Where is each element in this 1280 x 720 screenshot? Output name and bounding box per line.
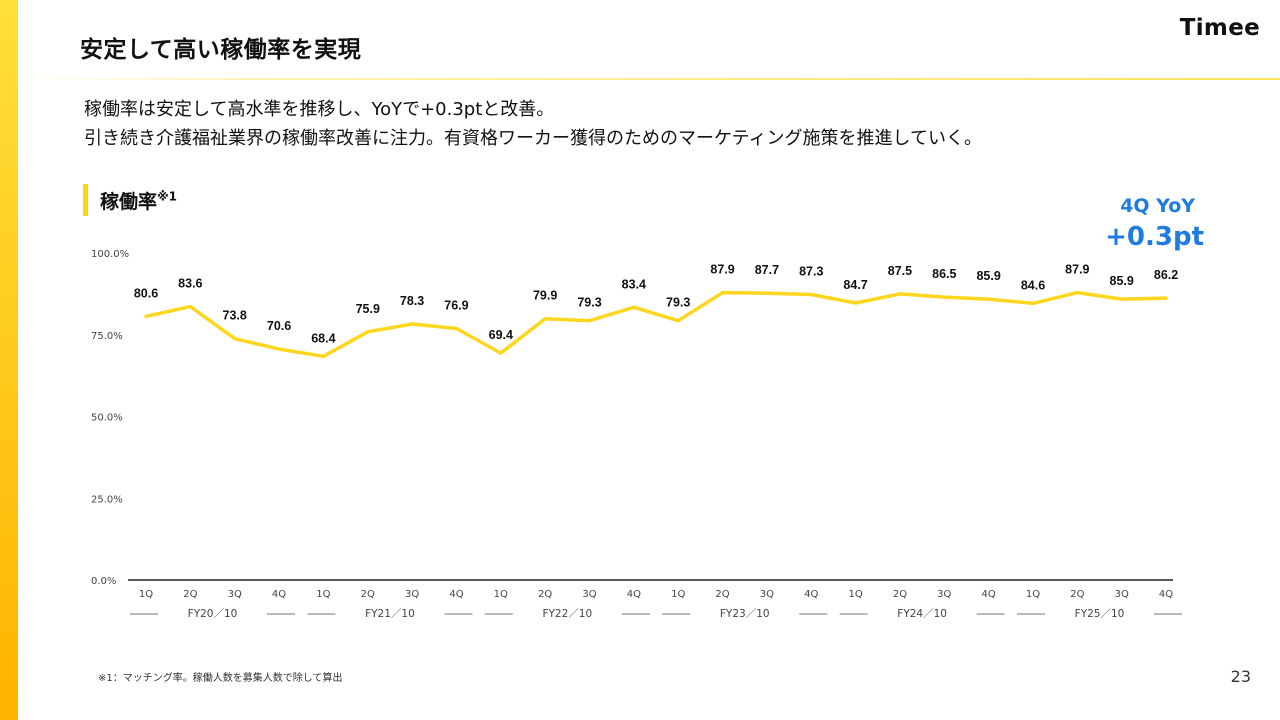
x-tick-label: 3Q [405, 589, 419, 600]
chart-label-marker [83, 184, 88, 216]
x-tick-label: 3Q [760, 589, 774, 600]
data-point [676, 319, 680, 323]
series-line [144, 290, 1168, 359]
x-tick-label: 4Q [804, 589, 818, 600]
brand-logo: Timee [1179, 15, 1260, 41]
data-label: 75.9 [356, 302, 380, 316]
data-label: 87.5 [888, 264, 912, 278]
data-label: 76.9 [444, 299, 468, 313]
data-point [854, 301, 858, 305]
data-point [543, 317, 547, 321]
y-tick-label: 50.0% [91, 413, 123, 424]
page-title: 安定して高い稼働率を実現 [80, 37, 362, 63]
group-label: FY21／10 [365, 608, 415, 620]
data-point [942, 295, 946, 299]
data-label: 84.7 [843, 278, 867, 292]
yoy-label: 4Q YoY [1120, 195, 1195, 217]
data-label: 73.8 [223, 309, 247, 323]
x-tick-label: 3Q [582, 589, 596, 600]
chart-label: 稼働率※1 [100, 187, 177, 214]
x-tick-label: 4Q [272, 589, 286, 600]
data-point [1120, 297, 1124, 301]
x-tick-label: 1Q [671, 589, 685, 600]
data-label: 87.7 [755, 263, 779, 277]
data-point [321, 354, 325, 358]
data-label: 85.9 [976, 269, 1000, 283]
chart-label-note: ※1 [157, 189, 178, 204]
data-point [499, 351, 503, 355]
data-point [721, 291, 725, 295]
group-label: FY20／10 [188, 608, 238, 620]
data-point [809, 293, 813, 297]
x-tick-label: 2Q [361, 589, 375, 600]
x-tick-label: 4Q [982, 589, 996, 600]
y-tick-label: 100.0% [91, 249, 129, 260]
data-label: 70.6 [267, 319, 291, 333]
x-tick-label: 1Q [494, 589, 508, 600]
data-label: 78.3 [400, 294, 424, 308]
yoy-value: +0.3pt [1105, 222, 1204, 252]
footnote: ※1：マッチング率。稼働人数を募集人数で除して算出 [98, 673, 343, 684]
group-label: FY23／10 [720, 608, 770, 620]
data-point [188, 305, 192, 309]
data-label: 68.4 [311, 331, 335, 345]
data-label: 86.2 [1154, 268, 1178, 282]
data-label: 79.3 [666, 296, 690, 310]
data-label: 69.4 [489, 328, 513, 342]
x-tick-label: 1Q [1026, 589, 1040, 600]
x-tick-label: 2Q [183, 589, 197, 600]
data-label: 79.9 [533, 289, 557, 303]
data-point [588, 319, 591, 323]
data-point [144, 314, 148, 318]
data-point [898, 292, 902, 296]
data-point [366, 330, 370, 334]
group-label: FY25／10 [1075, 608, 1125, 620]
data-point [987, 297, 991, 301]
data-point [1164, 296, 1168, 300]
x-tick-label: 4Q [627, 589, 641, 600]
data-point [1031, 301, 1035, 305]
x-tick-label: 2Q [1070, 589, 1084, 600]
x-tick-label: 4Q [449, 589, 463, 600]
data-point [765, 291, 769, 295]
x-tick-label: 4Q [1159, 589, 1173, 600]
data-point [1075, 291, 1079, 295]
y-tick-label: 0.0% [91, 576, 116, 587]
x-tick-label: 1Q [139, 589, 153, 600]
data-point [454, 327, 458, 331]
x-tick-label: 2Q [538, 589, 552, 600]
data-label: 85.9 [1110, 274, 1134, 288]
group-label: FY24／10 [897, 608, 947, 620]
x-tick-label: 3Q [1115, 589, 1129, 600]
subtitle-line-1: 稼働率は安定して高水準を推移し、YoYで+0.3ptと改善。 [84, 99, 555, 120]
side-accent-bar [0, 0, 18, 720]
data-label: 87.9 [1065, 263, 1089, 277]
title-divider [18, 78, 1280, 80]
x-tick-label: 3Q [228, 589, 242, 600]
data-label: 83.4 [622, 277, 646, 291]
x-tick-label: 2Q [893, 589, 907, 600]
chart-label-text: 稼働率 [100, 191, 158, 213]
x-tick-label: 1Q [848, 589, 862, 600]
x-tick-label: 3Q [937, 589, 951, 600]
y-tick-label: 25.0% [91, 494, 123, 505]
data-label: 79.3 [577, 296, 601, 310]
subtitle-line-2: 引き続き介護福祉業界の稼働率改善に注力。有資格ワーカー獲得のためのマーケティング… [84, 128, 983, 149]
data-point [233, 337, 237, 341]
group-label: FY22／10 [542, 608, 592, 620]
data-label: 83.6 [178, 277, 202, 291]
data-label: 87.9 [710, 263, 734, 277]
page-number: 23 [1230, 667, 1251, 686]
x-tick-label: 2Q [715, 589, 729, 600]
data-label: 80.6 [134, 286, 158, 300]
x-tick-label: 1Q [316, 589, 330, 600]
data-point [410, 322, 414, 326]
data-point [277, 347, 281, 351]
data-point [632, 305, 636, 309]
data-label: 84.6 [1021, 278, 1045, 292]
data-label: 86.5 [932, 267, 956, 281]
y-tick-label: 75.0% [91, 331, 123, 342]
data-label: 87.3 [799, 265, 823, 279]
